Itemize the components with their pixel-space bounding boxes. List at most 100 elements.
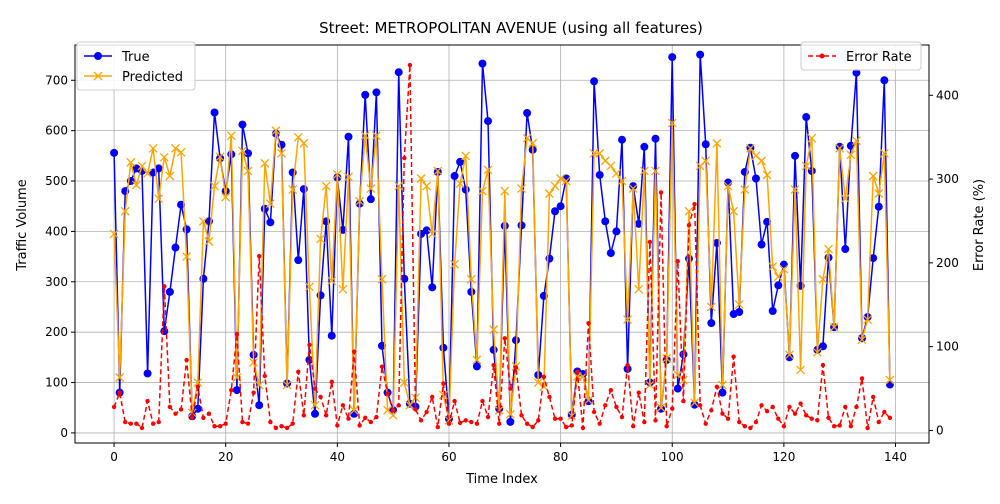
data-point-error-rate [731,354,736,359]
chart-title: Street: METROPOLITAN AVENUE (using all f… [319,19,703,37]
data-point-true [377,341,386,350]
data-point-error-rate [469,419,474,425]
data-point-true [511,336,520,345]
data-point-true [757,240,766,249]
data-point-error-rate [290,421,295,426]
data-point-error-rate [402,155,407,161]
data-point-predicted [734,299,744,309]
data-point-error-rate [262,373,267,379]
data-point-predicted [773,272,783,282]
data-point-error-rate [563,424,569,430]
data-point-error-rate [111,404,117,410]
data-point-true [802,113,811,122]
x-tick-label: 20 [218,450,233,464]
data-point-predicted [327,276,337,286]
data-point-error-rate [307,342,312,348]
data-point-predicted [483,165,493,175]
data-point-predicted [466,274,476,284]
data-point-true [618,135,627,144]
data-point-error-rate [357,423,362,428]
data-point-predicted [377,274,387,284]
y2-tick-label: 100 [936,340,959,354]
data-point-error-rate [184,357,189,363]
data-point-predicted [500,186,510,196]
data-point-error-rate [519,413,524,418]
data-point-error-rate [552,416,558,421]
data-point-predicted [371,131,381,141]
data-point-error-rate [843,404,848,410]
data-point-true [657,404,666,413]
data-point-predicted [840,194,850,204]
data-point-predicted [544,189,554,199]
data-point-true [344,132,353,141]
data-point-true [327,331,336,340]
data-point-predicted [494,405,504,415]
data-point-error-rate [541,374,547,380]
data-point-true [885,380,894,389]
data-point-true [690,400,699,409]
data-point-error-rate [323,413,329,418]
data-point-true [751,174,760,183]
data-point-error-rate [854,404,859,410]
x-axis-ticks: 0 20 40 60 80 100 120 140 [110,443,907,464]
data-point-predicted [438,390,448,400]
data-point-predicted [712,138,722,148]
data-point-error-rate [457,420,463,426]
data-point-error-rate [787,404,792,410]
data-point-error-rate [312,386,318,391]
data-point-error-rate [764,408,770,414]
data-point-true [701,140,710,149]
data-point-predicted [729,206,739,216]
data-point-predicted [226,131,236,141]
data-point-predicted [243,166,253,176]
data-point-predicted [455,179,465,189]
data-point-predicted [159,152,169,162]
y-axis-label: Traffic Volume [15,179,30,272]
data-point-true [779,260,788,269]
data-point-true [210,108,219,117]
data-point-true [478,59,487,68]
data-point-error-rate [580,425,586,431]
data-point-error-rate [452,398,457,404]
data-point-error-rate [742,424,748,429]
data-point-predicted [237,146,247,156]
x-tick-label: 0 [110,450,118,464]
data-point-true [880,76,889,85]
data-point-predicted [154,194,164,204]
data-point-true [707,319,716,328]
data-point-true [165,287,174,296]
data-point-error-rate [804,413,809,418]
data-point-error-rate [882,409,887,415]
legend-true-label: True [121,50,150,65]
data-point-true [768,307,777,316]
data-point-error-rate [513,365,519,370]
y-tick-label: 500 [45,174,68,188]
data-point-predicted [260,158,270,168]
data-point-true [489,345,498,354]
data-point-error-rate [781,424,787,429]
data-point-error-rate [329,379,334,385]
data-point-predicted [723,181,733,191]
data-point-true [869,254,878,263]
data-point-error-rate [826,415,831,421]
data-point-error-rate [686,222,692,228]
data-point-true [668,53,677,62]
data-point-error-rate [134,421,139,426]
data-point-true [450,171,459,180]
data-point-true [472,362,481,371]
data-point-error-rate [430,394,435,400]
data-point-predicted [818,274,828,284]
data-point-predicted [567,411,577,421]
data-point-true [467,287,476,296]
data-point-error-rate [491,362,496,368]
data-point-true [774,281,783,290]
x-tick-label: 80 [553,450,568,464]
data-point-error-rate [753,419,759,425]
data-point-error-rate [156,419,161,425]
data-point-error-rate [128,421,134,426]
data-point-predicted [706,302,716,312]
data-point-error-rate [776,416,781,421]
data-point-predicted [628,184,638,194]
data-point-predicted [249,357,259,367]
data-point-predicted [321,181,331,191]
